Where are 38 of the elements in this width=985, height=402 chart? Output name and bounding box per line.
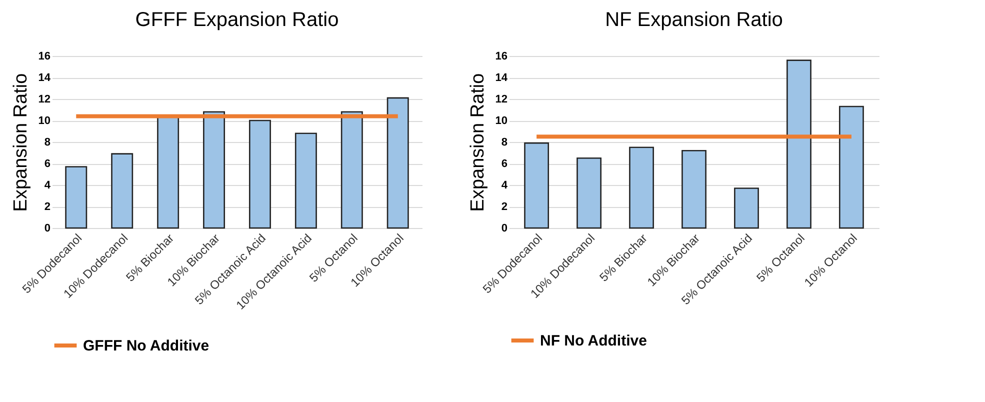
bar	[734, 188, 759, 229]
y-tick-label: 12	[495, 94, 508, 106]
y-tick-label: 14	[38, 72, 52, 84]
y-tick-label: 6	[44, 158, 50, 170]
y-tick-label: 0	[501, 222, 508, 234]
bar	[524, 142, 550, 229]
y-tick-label: 0	[44, 222, 50, 234]
y-tick-label: 2	[501, 201, 508, 213]
y-tick-label: 14	[495, 72, 508, 84]
bar	[111, 153, 134, 229]
y-tick-label: 4	[44, 180, 52, 192]
y-axis-title: Expansion Ratio	[10, 73, 32, 212]
y-tick-label: 4	[501, 180, 508, 192]
bar	[294, 132, 317, 229]
bar	[340, 111, 363, 229]
y-tick-label: 12	[38, 94, 50, 106]
legend-label: NF No Additive	[540, 332, 647, 350]
bar	[203, 111, 226, 229]
chart-title: GFFF Expansion Ratio	[135, 9, 339, 31]
bar	[629, 146, 654, 229]
bar	[682, 150, 706, 229]
y-tick-label: 8	[501, 136, 508, 148]
bar	[65, 166, 88, 229]
y-axis-title: Expansion Ratio	[467, 73, 488, 212]
chart-title: NF Expansion Ratio	[605, 9, 783, 31]
bar	[838, 106, 864, 229]
y-tick-label: 2	[44, 201, 50, 213]
y-tick-label: 16	[38, 50, 50, 62]
y-tick-label: 10	[38, 115, 50, 127]
y-tick-label: 6	[501, 158, 508, 170]
bar	[786, 60, 812, 229]
y-tick-label: 16	[495, 50, 508, 62]
bar	[386, 97, 409, 229]
y-tick-label: 8	[44, 136, 50, 148]
legend-label: GFFF No Additive	[83, 338, 210, 354]
y-tick-label: 10	[495, 115, 508, 127]
bar	[248, 120, 271, 229]
bar	[576, 157, 602, 229]
